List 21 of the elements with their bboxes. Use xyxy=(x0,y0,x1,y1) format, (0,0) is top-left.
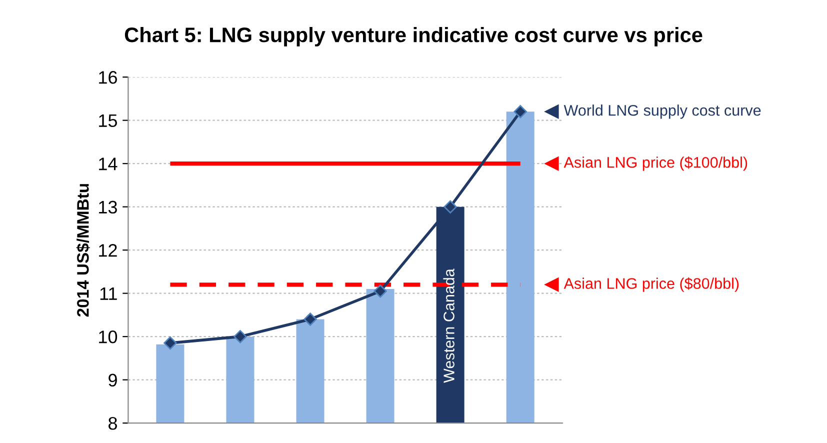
x-tick-label: Western Canada xyxy=(443,268,454,383)
point xyxy=(234,330,247,344)
y-axis-title: 2014 US$/MMBtu xyxy=(76,184,90,317)
y-tick-label: 11 xyxy=(100,287,117,300)
ref-line-label: Asian LNG price ($100/bbl) xyxy=(564,156,748,171)
point xyxy=(374,284,387,298)
y-tick-label: 16 xyxy=(99,71,117,84)
chart-title: Chart 5: LNG supply venture indicative cost curve vs price xyxy=(124,26,702,46)
point xyxy=(514,105,527,118)
point xyxy=(444,200,457,214)
ref-line-label: Asian LNG price ($80/bbl) xyxy=(564,277,739,292)
legend-label: World LNG supply cost curve xyxy=(564,104,761,119)
y-tick-label: 12 xyxy=(99,244,117,257)
y-tick-label: 9 xyxy=(108,374,117,387)
y-tick-label: 13 xyxy=(99,200,117,214)
y-tick-label: 14 xyxy=(99,158,118,170)
y-tick-label: 15 xyxy=(99,114,118,128)
y-tick-label: 10 xyxy=(99,330,118,344)
y-tick-label: 8 xyxy=(108,417,117,430)
point xyxy=(304,312,317,326)
point xyxy=(164,336,177,350)
